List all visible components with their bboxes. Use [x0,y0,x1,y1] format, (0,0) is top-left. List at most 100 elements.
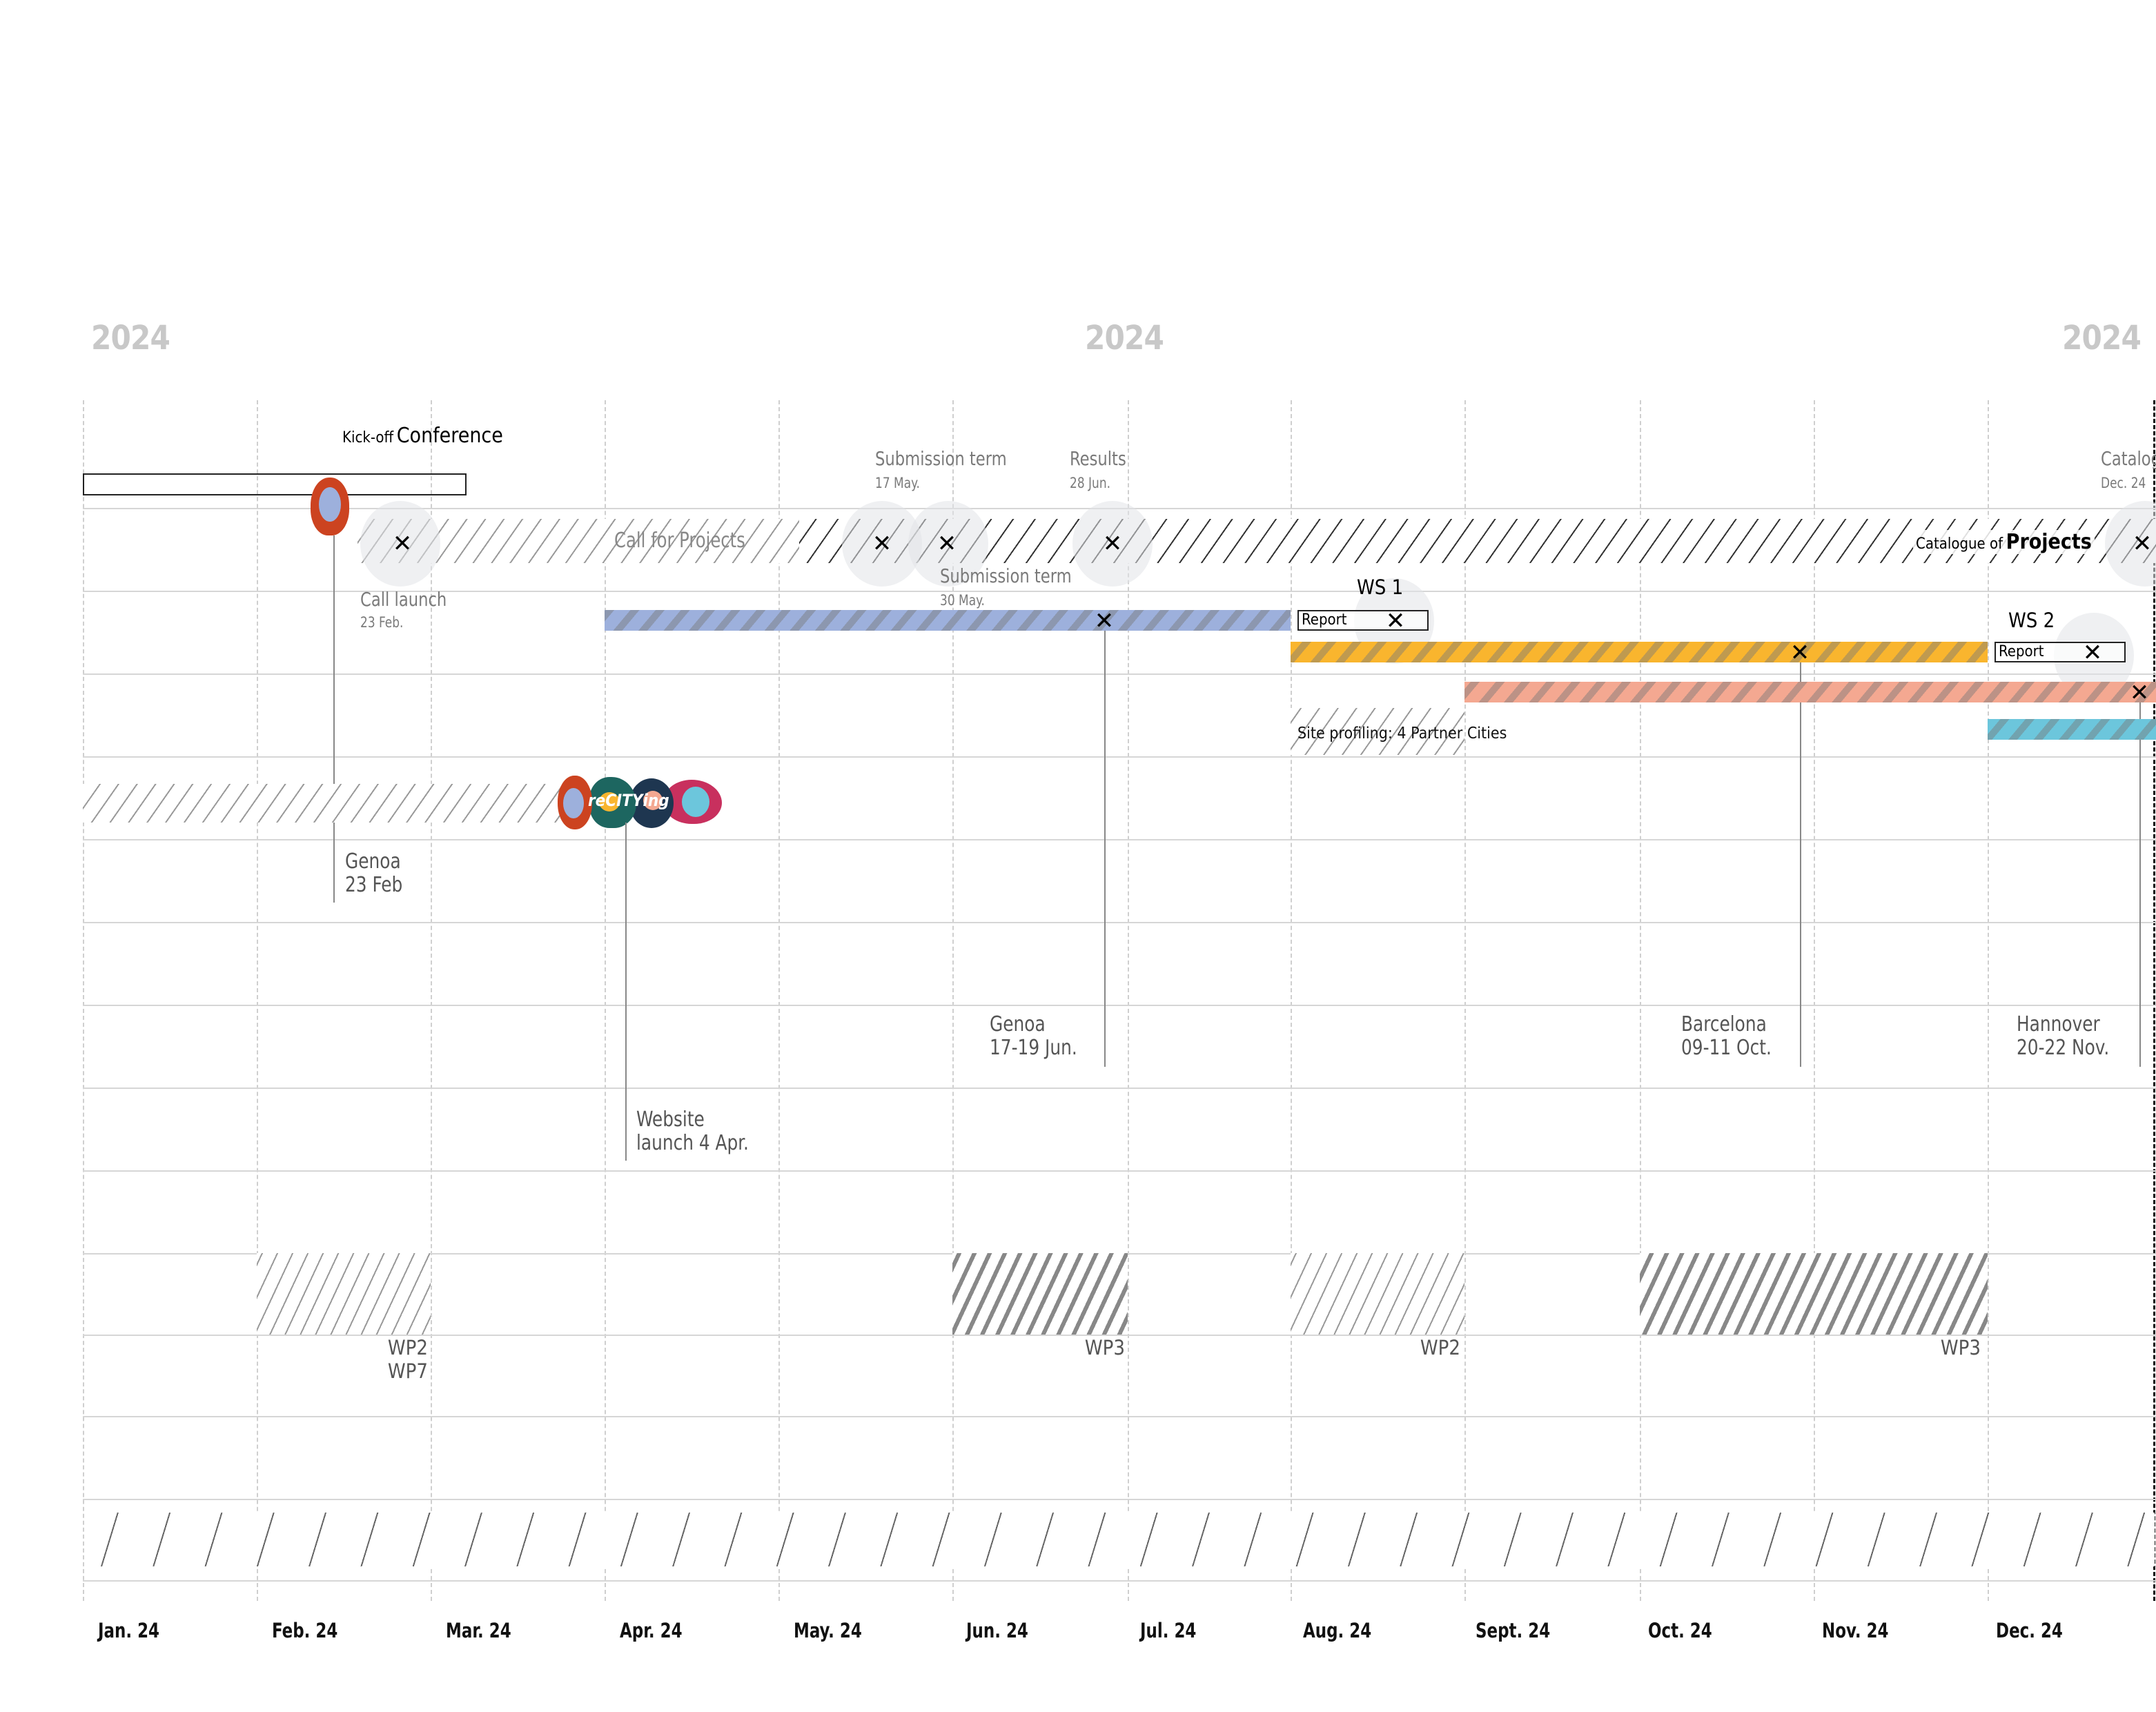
month-label: Aug. 24 [1303,1619,1372,1642]
year-label: 2024 [2062,319,2142,357]
gridline [431,400,432,1601]
submission-1-title: Submission term [875,447,1007,470]
orange-bar-x-icon: ✕ [1790,639,1810,667]
wp-label-feb: WP2 WP7 [387,1336,428,1383]
year-label: 2024 [1085,319,1164,357]
month-label: Jun. 24 [966,1619,1028,1642]
gridline [257,400,258,1601]
row-line [83,922,2156,923]
row-line [83,1416,2156,1417]
month-label: Oct. 24 [1648,1619,1712,1642]
results-date: 28 Jun. [1070,475,1111,491]
month-label: Dec. 24 [1996,1619,2063,1642]
genoa-feb-pin [333,535,335,903]
gridline [1988,400,1989,1601]
orange-phase-bar [1291,642,1988,662]
call-for-projects-label: Call for Projects [614,529,745,553]
blue-phase-bar [605,610,1291,631]
row-line [83,591,2156,592]
call-launch-x-icon: ✕ [392,530,413,558]
website-pin [625,823,627,1161]
call-launch-date: 23 Feb. [360,614,404,631]
hannover-pin [2139,702,2141,1067]
row-line [83,1088,2156,1089]
wp-block-jun [952,1253,1128,1335]
site-profiling-label: Site profiling: 4 Partner Cities [1297,725,1507,742]
results-x-icon: ✕ [1102,530,1123,558]
gridline [1128,400,1129,1601]
catalogue-date: Dec. 24 [2101,475,2146,491]
row-line [83,1005,2156,1006]
row-line [83,1499,2156,1500]
gridline [1814,400,1815,1601]
row-line [83,673,2156,675]
call-launch-title: Call launch [360,588,447,611]
month-label: Jan. 24 [98,1619,160,1642]
month-label: Nov. 24 [1822,1619,1889,1642]
submission-2-x-icon: ✕ [937,530,957,558]
logo-text: reCITYing [588,791,669,810]
ws2-title: WS 2 [2008,609,2055,632]
event-barcelona: Barcelona 09-11 Oct. [1681,1012,1772,1060]
results-title: Results [1070,447,1126,470]
event-genoa-jun: Genoa 17-19 Jun. [990,1012,1077,1060]
row-line [83,1335,2156,1336]
pre-website-band [83,784,566,823]
kickoff-bar [83,473,467,495]
end-gridline [2153,400,2155,1601]
ws1-report-box: Report [1297,610,1429,631]
event-website-launch: Website launch 4 Apr. [636,1108,749,1155]
month-label: Jul. 24 [1140,1619,1197,1642]
milestone-halo [908,501,988,587]
catalogue-title: Catalogue [2101,447,2156,470]
row-line [83,1170,2156,1172]
catalogue-big: Projects [2006,530,2092,554]
wp-label-jun: WP3 [1084,1336,1125,1359]
kickoff-title: Kick-off Conference [342,424,503,448]
full-year-band [84,1513,2155,1566]
gridline [1464,400,1466,1601]
month-label: Sept. 24 [1476,1619,1551,1642]
ws2-report-label: Report [1999,643,2044,660]
gridline [605,400,606,1601]
month-label: Apr. 24 [620,1619,683,1642]
ws1-report-label: Report [1302,611,1347,629]
submission-2-date: 30 May. [940,592,985,609]
catalogue-x-icon: ✕ [2132,530,2153,558]
kickoff-small: Kick-off [342,429,394,446]
barcelona-pin [1800,662,1801,1067]
month-label: Feb. 24 [272,1619,338,1642]
gridline [952,400,954,1601]
genoa-jun-pin [1104,631,1106,1067]
year-label: 2024 [91,319,170,357]
catalogue-of-projects-label: Catalogue of Projects [1913,530,2095,554]
cyan-phase-bar [1988,719,2156,740]
salmon-phase-bar [1464,682,2156,702]
row-line [83,839,2156,840]
kickoff-logo-icon [311,478,349,535]
gridline [1640,400,1641,1601]
event-genoa-feb: Genoa 23 Feb [345,849,403,897]
gridline [1291,400,1292,1601]
month-label: Mar. 24 [446,1619,511,1642]
wp-block-aug [1291,1253,1464,1335]
submission-1-x-icon: ✕ [872,530,892,558]
milestone-halo [360,501,440,587]
kickoff-big: Conference [396,424,503,448]
wp-block-feb [257,1253,431,1335]
ws1-title: WS 1 [1357,575,1404,599]
row-line [83,1580,2156,1582]
catalogue-small: Catalogue of [1916,535,2003,553]
ws1-x-icon: ✕ [1385,607,1406,635]
event-hannover: Hannover 20-22 Nov. [2017,1012,2110,1060]
ws2-x-icon: ✕ [2082,639,2103,667]
blue-bar-x-icon: ✕ [1094,607,1115,635]
salmon-bar-x-icon: ✕ [2129,679,2150,707]
recitying-logo: reCITYing [558,776,723,831]
submission-1-date: 17 May. [875,475,920,491]
site-profiling-band [1291,708,1464,755]
milestone-halo [1072,501,1153,587]
gridline [83,400,84,1601]
month-label: May. 24 [794,1619,862,1642]
ws2-report-box: Report [1995,642,2126,662]
